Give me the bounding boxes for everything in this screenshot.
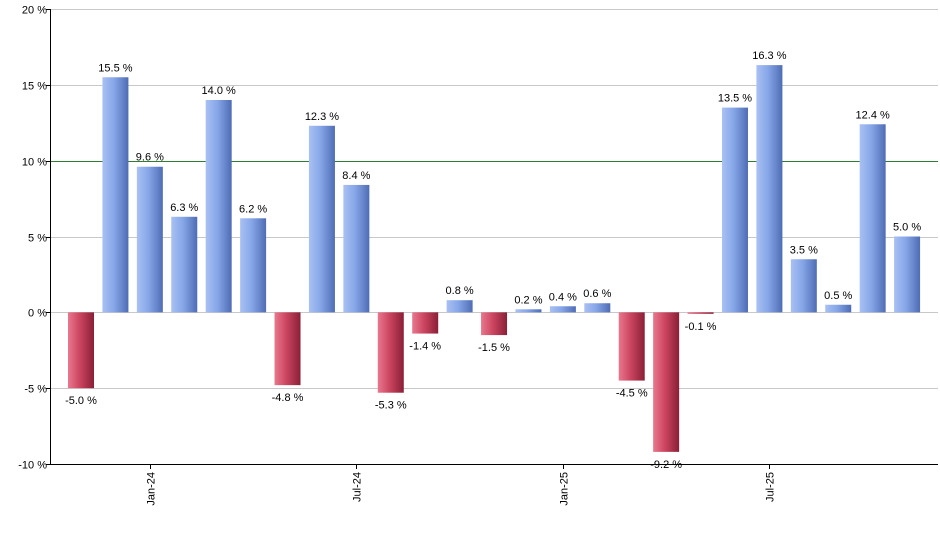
labels-layer: -5.0 % 15.5 % 9.6 % 6.3 % 14.0 % 6.2 % -4.8 % 1… xyxy=(65,50,921,471)
data-label: -4.5 % xyxy=(616,388,648,400)
data-label: 14.0 % xyxy=(202,85,236,97)
bar xyxy=(446,300,473,313)
bar xyxy=(790,259,817,313)
bar xyxy=(377,312,404,393)
bar xyxy=(894,236,921,313)
data-label: 5.0 % xyxy=(893,222,921,234)
bar xyxy=(618,312,645,381)
data-label: -0.1 % xyxy=(685,321,717,333)
bar xyxy=(687,312,714,314)
bar xyxy=(859,124,886,313)
bar xyxy=(171,216,198,313)
axes-layer: 20 % 15 % 10 % 5 % 0 % -5 % -10 % Jan-24 Jul-24 J… xyxy=(18,5,938,506)
bar xyxy=(102,77,129,313)
data-label: -5.3 % xyxy=(375,400,407,412)
bar xyxy=(481,312,508,336)
y-tick-label: 15 % xyxy=(22,81,47,93)
bar xyxy=(68,312,94,389)
bar xyxy=(343,184,370,313)
bar xyxy=(721,107,748,313)
bar xyxy=(825,304,852,313)
data-label: 0.6 % xyxy=(583,288,611,300)
data-label: 12.4 % xyxy=(856,109,890,121)
bar xyxy=(240,218,267,313)
bar xyxy=(515,309,542,313)
x-tick-label: Jul-25 xyxy=(765,472,777,502)
y-tick-label: 5 % xyxy=(28,233,47,245)
y-tick-label: 10 % xyxy=(22,157,47,169)
data-label: 15.5 % xyxy=(98,62,132,74)
y-tick-label: -10 % xyxy=(18,460,47,472)
data-label: -1.5 % xyxy=(478,342,510,354)
x-tick-label: Jul-24 xyxy=(352,472,364,502)
bar xyxy=(205,100,232,313)
data-label: 8.4 % xyxy=(342,170,370,182)
y-tick-label: -5 % xyxy=(24,384,47,396)
data-label: -4.8 % xyxy=(272,392,304,404)
bar xyxy=(308,125,335,313)
bars-layer xyxy=(68,65,921,452)
data-label: -5.0 % xyxy=(65,395,97,407)
data-label: -1.4 % xyxy=(409,341,441,353)
y-tick-label: 0 % xyxy=(28,308,47,320)
data-label: 0.5 % xyxy=(824,290,852,302)
bar xyxy=(653,312,680,452)
y-tick-label: 20 % xyxy=(22,5,47,17)
data-label: 16.3 % xyxy=(752,50,786,62)
data-label: 0.2 % xyxy=(514,294,542,306)
data-label: 6.3 % xyxy=(170,202,198,214)
data-label: 13.5 % xyxy=(718,93,752,105)
data-label: 6.2 % xyxy=(239,203,267,215)
bar xyxy=(584,303,611,313)
x-tick-label: Jan-25 xyxy=(559,472,571,506)
data-label: 12.3 % xyxy=(305,111,339,123)
x-tick-label: Jan-24 xyxy=(146,472,158,506)
data-label: 0.4 % xyxy=(549,291,577,303)
data-label: 3.5 % xyxy=(790,244,818,256)
bar xyxy=(549,306,576,313)
data-label: 0.8 % xyxy=(446,285,474,297)
bar xyxy=(412,312,439,334)
bar xyxy=(136,166,163,313)
bar xyxy=(274,312,301,386)
bar xyxy=(756,65,783,313)
data-label: 9.6 % xyxy=(136,152,164,164)
